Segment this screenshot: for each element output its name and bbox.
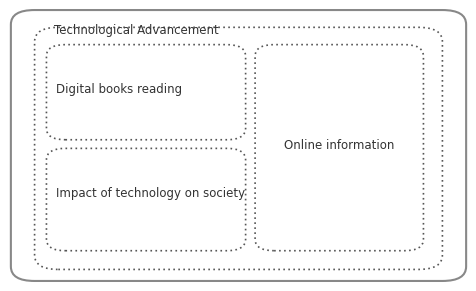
- Text: Digital books reading: Digital books reading: [56, 83, 182, 96]
- FancyBboxPatch shape: [35, 27, 441, 269]
- Text: Technological Advancement: Technological Advancement: [53, 24, 218, 38]
- FancyBboxPatch shape: [11, 10, 465, 281]
- FancyBboxPatch shape: [46, 148, 245, 251]
- Text: Online information: Online information: [283, 139, 393, 152]
- FancyBboxPatch shape: [46, 45, 245, 140]
- Text: Impact of technology on society: Impact of technology on society: [56, 187, 245, 200]
- FancyBboxPatch shape: [255, 45, 423, 251]
